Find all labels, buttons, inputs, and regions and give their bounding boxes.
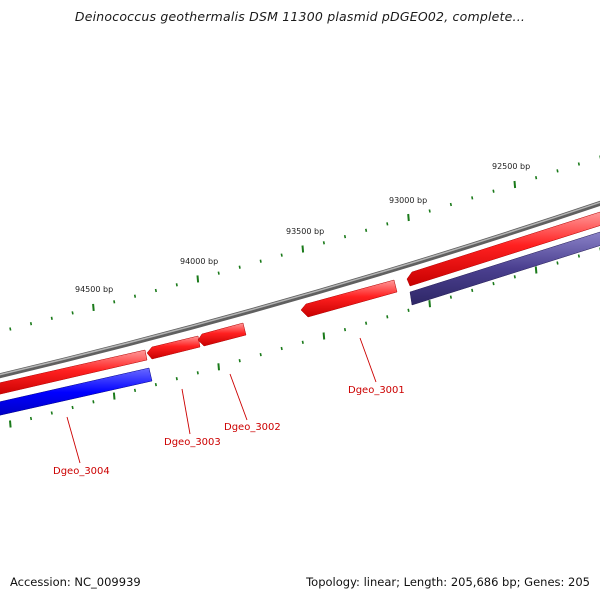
scale-label-92500: 92500 bp <box>492 162 530 171</box>
minor-tick <box>50 316 53 320</box>
reverse-strand-genes <box>0 231 600 417</box>
minor-tick <box>9 327 12 331</box>
minor-tick <box>280 346 283 351</box>
minor-tick <box>556 169 559 173</box>
scale-label-93500: 93500 bp <box>286 227 324 236</box>
major-tick <box>217 363 220 371</box>
gene-arrow-dgeo-3002[interactable] <box>197 322 247 347</box>
minor-tick <box>577 162 580 166</box>
minor-tick <box>133 294 137 298</box>
minor-tick <box>175 283 178 287</box>
gene-label-dgeo-3003[interactable]: Dgeo_3003 <box>164 437 221 448</box>
minor-tick <box>154 288 157 293</box>
forward-strand-genes <box>0 211 600 396</box>
minor-tick <box>154 382 157 387</box>
minor-tick <box>449 202 452 207</box>
minor-tick <box>343 327 347 332</box>
minor-tick <box>50 411 53 415</box>
gene-arrow-reverse-right[interactable] <box>409 231 600 306</box>
gene-arrow-dgeo-3004[interactable] <box>0 367 153 417</box>
scale-label-94500: 94500 bp <box>75 285 113 294</box>
minor-tick <box>386 222 389 226</box>
gene-label-dgeo-3002[interactable]: Dgeo_3002 <box>224 422 281 433</box>
minor-tick <box>196 371 199 375</box>
minor-tick <box>71 311 74 315</box>
map-title: Deinococcus geothermalis DSM 11300 plasm… <box>74 9 526 24</box>
minor-tick <box>301 340 304 344</box>
gene-arrow-dgeo-3001[interactable] <box>300 279 398 318</box>
outer-major-ticks <box>92 180 517 311</box>
inner-major-ticks <box>9 266 538 428</box>
leader-dgeo-3002 <box>229 373 248 421</box>
gene-label-dgeo-3004[interactable]: Dgeo_3004 <box>53 466 110 477</box>
minor-tick <box>407 308 410 312</box>
inner-minor-ticks <box>29 247 600 421</box>
minor-tick <box>535 176 538 180</box>
major-tick <box>196 275 200 283</box>
outer-scale-ring <box>9 155 600 331</box>
minor-tick <box>428 209 431 213</box>
minor-tick <box>71 405 74 410</box>
plasmid-backbone <box>0 200 600 379</box>
inner-scale-ring <box>9 247 600 428</box>
scale-label-94000: 94000 bp <box>180 257 218 266</box>
outer-minor-ticks <box>9 155 600 331</box>
minor-tick <box>238 359 241 363</box>
gene-label-leaders <box>66 337 377 464</box>
minor-tick <box>238 265 241 269</box>
leader-dgeo-3001 <box>359 337 377 383</box>
major-tick <box>407 213 410 222</box>
minor-tick <box>577 254 580 258</box>
minor-tick <box>133 388 137 393</box>
genome-summary: Topology: linear; Length: 205,686 bp; Ge… <box>306 575 590 589</box>
minor-tick <box>113 300 116 304</box>
minor-tick <box>217 271 220 275</box>
major-tick <box>112 392 116 400</box>
minor-tick <box>492 189 495 193</box>
minor-tick <box>386 315 389 319</box>
minor-tick <box>259 352 262 357</box>
minor-tick <box>259 259 262 263</box>
minor-tick <box>29 416 33 421</box>
minor-tick <box>556 261 559 265</box>
leader-dgeo-3004 <box>66 416 81 464</box>
minor-tick <box>343 234 347 239</box>
minor-tick <box>280 253 283 257</box>
minor-tick <box>175 377 178 381</box>
major-tick <box>513 180 517 189</box>
minor-tick <box>471 196 474 200</box>
accession-label: Accession: NC_009939 <box>10 575 141 589</box>
major-tick <box>428 300 431 308</box>
minor-tick <box>449 295 452 299</box>
leader-dgeo-3003 <box>181 388 191 435</box>
major-tick <box>92 303 95 311</box>
gene-arrow-forward-right[interactable] <box>406 211 600 287</box>
gene-arrow-forward-left[interactable] <box>0 349 148 396</box>
minor-tick <box>322 241 325 245</box>
gene-label-dgeo-3001[interactable]: Dgeo_3001 <box>348 385 405 396</box>
minor-tick <box>513 275 516 279</box>
major-tick <box>301 245 305 253</box>
minor-tick <box>365 321 368 325</box>
minor-tick <box>92 400 95 404</box>
minor-tick <box>29 322 33 326</box>
minor-tick <box>365 228 368 232</box>
scale-label-93000: 93000 bp <box>389 196 427 205</box>
minor-tick <box>471 288 474 293</box>
major-tick <box>322 332 326 340</box>
gene-arrow-dgeo-3003[interactable] <box>146 335 201 360</box>
minor-tick <box>492 281 495 286</box>
major-tick <box>9 420 12 428</box>
major-tick <box>534 266 538 274</box>
